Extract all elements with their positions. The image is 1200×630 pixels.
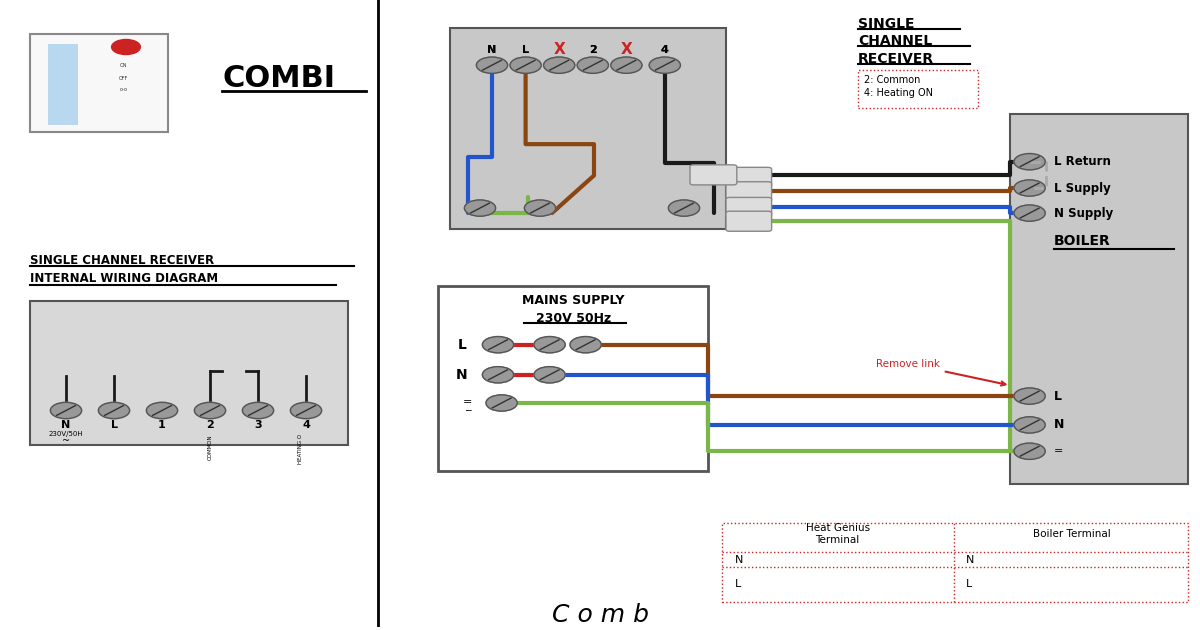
Text: MAINS SUPPLY: MAINS SUPPLY: [522, 294, 625, 307]
Text: 2: 2: [206, 420, 214, 430]
Text: 4: Heating ON: 4: Heating ON: [864, 88, 934, 98]
Text: N: N: [487, 45, 497, 55]
Text: L: L: [110, 420, 118, 430]
Text: L Return: L Return: [1054, 155, 1110, 168]
Text: 2: 2: [589, 45, 596, 55]
Circle shape: [611, 57, 642, 73]
Text: SINGLE: SINGLE: [858, 17, 914, 31]
Text: COMBI: COMBI: [222, 64, 335, 93]
Bar: [1010, 114, 1188, 484]
Circle shape: [112, 40, 140, 55]
Bar: [48, 44, 78, 125]
Text: L Supply: L Supply: [1054, 181, 1110, 195]
Text: 230V 50Hz: 230V 50Hz: [536, 312, 611, 325]
Text: N: N: [966, 554, 974, 564]
Text: 230V/50H: 230V/50H: [49, 432, 83, 437]
Text: INTERNAL WIRING DIAGRAM: INTERNAL WIRING DIAGRAM: [30, 272, 218, 285]
Text: OFF: OFF: [119, 76, 128, 81]
Text: Remove link: Remove link: [876, 358, 1006, 386]
Circle shape: [1014, 417, 1045, 433]
FancyBboxPatch shape: [726, 211, 772, 231]
Bar: [722, 524, 1188, 602]
Text: CHANNEL: CHANNEL: [858, 35, 932, 49]
Circle shape: [1014, 388, 1045, 404]
Circle shape: [510, 57, 541, 73]
Circle shape: [570, 336, 601, 353]
Circle shape: [544, 57, 575, 73]
Circle shape: [649, 57, 680, 73]
Text: C o m b: C o m b: [552, 604, 648, 627]
Text: HEATING O: HEATING O: [298, 434, 302, 464]
Circle shape: [1014, 154, 1045, 170]
Circle shape: [464, 200, 496, 216]
Text: X: X: [553, 42, 565, 57]
Text: L: L: [522, 45, 529, 55]
Circle shape: [534, 367, 565, 383]
Circle shape: [476, 57, 508, 73]
Text: BOILER: BOILER: [1054, 234, 1110, 248]
Circle shape: [146, 403, 178, 419]
Circle shape: [668, 200, 700, 216]
Text: 1: 1: [158, 420, 166, 430]
Text: L: L: [966, 579, 972, 589]
Text: N Supply: N Supply: [1054, 207, 1112, 220]
Text: N: N: [734, 554, 743, 564]
Circle shape: [524, 200, 556, 216]
Text: 2: Common: 2: Common: [864, 75, 920, 85]
Text: 2: 2: [589, 45, 596, 55]
Text: L: L: [457, 338, 467, 352]
Bar: [858, 70, 978, 108]
Text: N: N: [61, 420, 71, 430]
Circle shape: [577, 57, 608, 73]
Text: N: N: [487, 45, 497, 55]
Circle shape: [482, 367, 514, 383]
Circle shape: [194, 403, 226, 419]
Bar: [450, 28, 726, 229]
Circle shape: [1014, 205, 1045, 221]
Text: _: _: [466, 401, 470, 411]
Circle shape: [534, 336, 565, 353]
Text: L: L: [734, 579, 740, 589]
Circle shape: [50, 403, 82, 419]
Circle shape: [290, 403, 322, 419]
Circle shape: [98, 403, 130, 419]
Text: o-o: o-o: [120, 87, 127, 92]
Circle shape: [1014, 180, 1045, 196]
FancyBboxPatch shape: [690, 165, 737, 185]
Text: SINGLE CHANNEL RECEIVER: SINGLE CHANNEL RECEIVER: [30, 254, 214, 266]
Circle shape: [242, 403, 274, 419]
Text: 3: 3: [254, 420, 262, 430]
Text: Heat Genius
Terminal: Heat Genius Terminal: [805, 523, 870, 545]
Text: ~: ~: [62, 436, 70, 446]
Text: X: X: [620, 42, 632, 57]
Text: =: =: [1054, 446, 1063, 456]
Bar: [30, 301, 348, 445]
FancyBboxPatch shape: [726, 168, 772, 187]
Text: =: =: [463, 398, 473, 408]
Text: N: N: [456, 368, 468, 382]
Text: L: L: [522, 45, 529, 55]
Circle shape: [486, 395, 517, 411]
Text: 4: 4: [302, 420, 310, 430]
Text: N: N: [1054, 418, 1064, 432]
Text: Boiler Terminal: Boiler Terminal: [1033, 529, 1110, 539]
Bar: [438, 287, 708, 471]
Text: 4: 4: [661, 45, 668, 55]
Text: ON: ON: [120, 63, 127, 68]
Text: 4: 4: [661, 45, 668, 55]
Text: COMMON: COMMON: [208, 434, 212, 460]
Bar: [30, 35, 168, 132]
FancyBboxPatch shape: [726, 197, 772, 217]
Circle shape: [1014, 443, 1045, 459]
Text: RECEIVER: RECEIVER: [858, 52, 934, 66]
Text: L: L: [1054, 389, 1062, 403]
Circle shape: [482, 336, 514, 353]
FancyBboxPatch shape: [726, 181, 772, 202]
